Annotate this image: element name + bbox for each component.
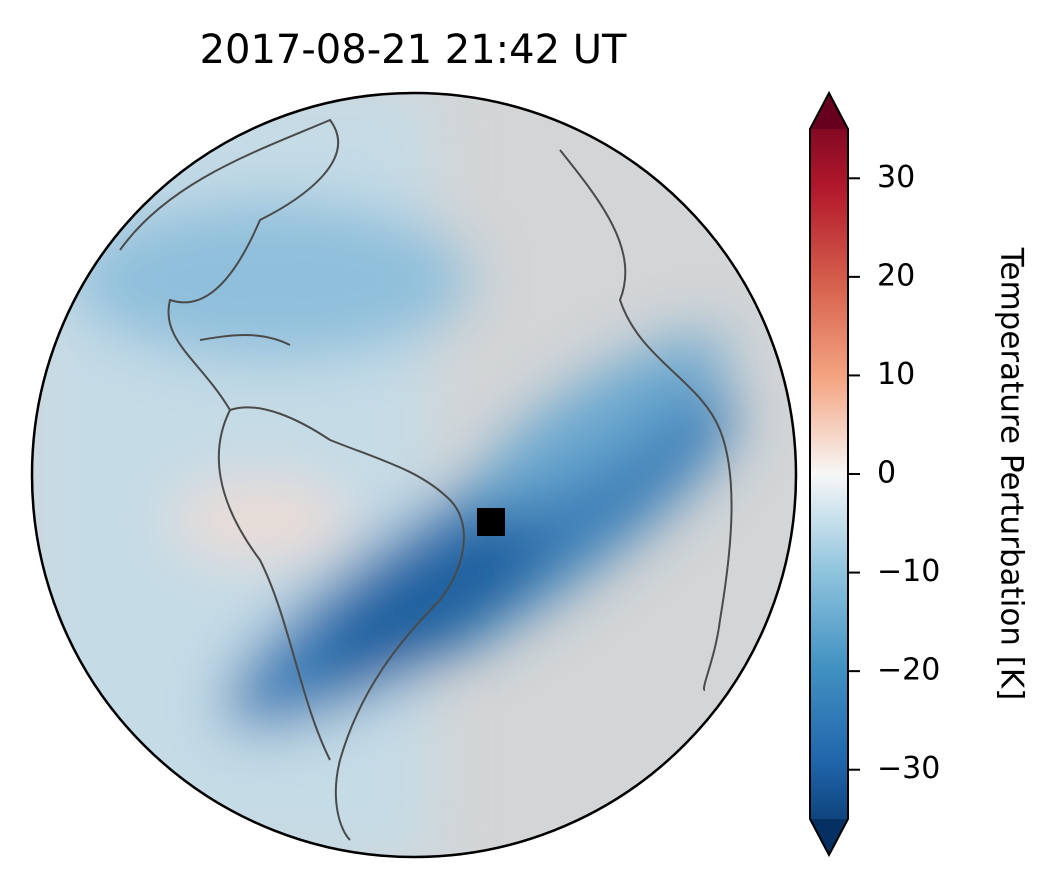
globe-outline [30, 91, 798, 859]
colorbar-extend-bottom [810, 819, 848, 855]
colorbar-tick-label: −20 [877, 653, 940, 688]
map-title: 2017-08-21 21:42 UT [200, 27, 627, 73]
colorbar-outline [809, 90, 849, 858]
colorbar-tick-label: −30 [877, 751, 940, 786]
colorbar-label: Temperature Perturbation [K] [994, 247, 1030, 701]
colorbar [809, 90, 849, 858]
colorbar-tick-label: 20 [877, 258, 915, 293]
colorbar-tick-label: −10 [877, 554, 940, 589]
colorbar-tick-label: 10 [877, 357, 915, 392]
colorbar-tick-label: 30 [877, 160, 915, 195]
location-marker [477, 508, 505, 536]
globe [32, 93, 796, 857]
colorbar-fill [810, 93, 848, 855]
colorbar-tick-label: 0 [877, 456, 896, 491]
colorbar-extend-top [810, 93, 848, 129]
